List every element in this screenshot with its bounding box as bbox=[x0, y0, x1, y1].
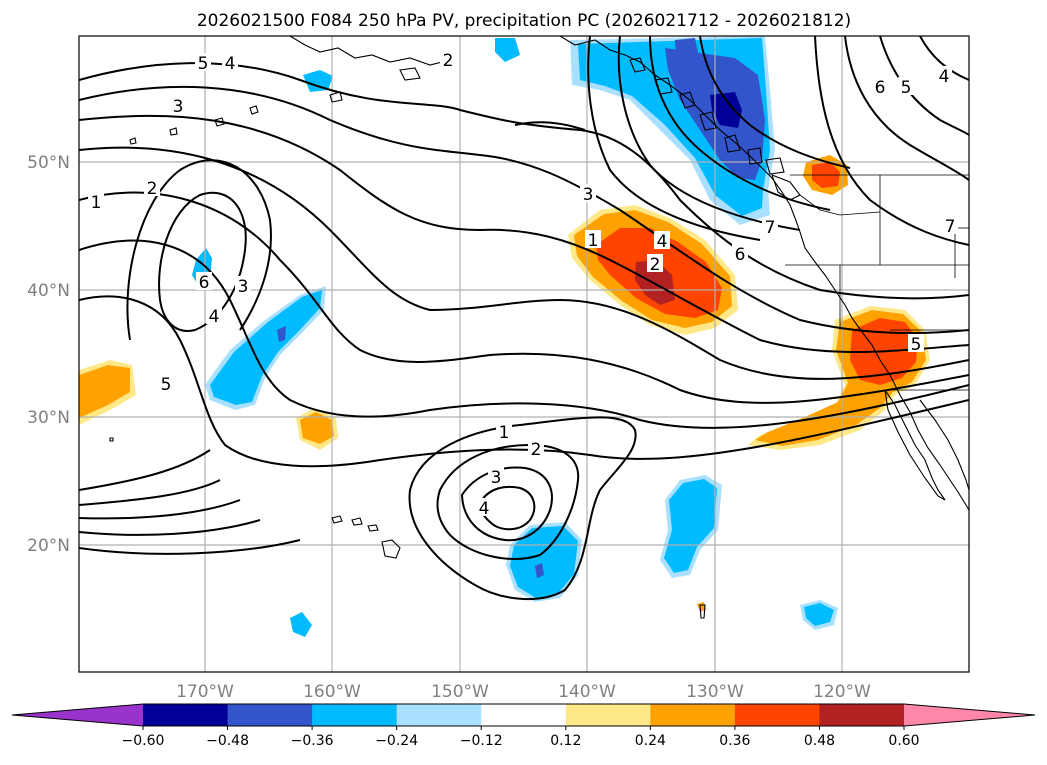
contour-label: 2 bbox=[650, 255, 661, 275]
colorbar-tick-label: 0.36 bbox=[719, 733, 750, 749]
latitude-labels: 50°N 40°N 30°N 20°N bbox=[27, 153, 70, 556]
colorbar-tick-label: −0.12 bbox=[460, 733, 503, 749]
colorbar: −0.60 −0.48 −0.36 −0.24 −0.12 0.12 0.24 0.36 0.4… bbox=[11, 703, 1036, 749]
longitude-labels: 170°W 160°W 150°W 140°W 130°W 120°W bbox=[176, 682, 871, 702]
map-area: 1 2 3 4 1 2 3 4 6 7 5 5 4 3 bbox=[79, 36, 969, 672]
colorbar-tick-label: 0.48 bbox=[804, 733, 835, 749]
contour-label: 3 bbox=[583, 185, 594, 205]
precip-positive-west-edge-mid bbox=[79, 365, 130, 418]
contour-label: 4 bbox=[479, 499, 490, 519]
contour-label-group: 1 2 3 4 1 2 3 4 6 7 5 5 4 3 bbox=[88, 50, 958, 519]
contour-label: 1 bbox=[588, 231, 599, 251]
lat-label-40n: 40°N bbox=[27, 281, 70, 301]
colorbar-tick-label: 0.24 bbox=[635, 733, 666, 749]
precip-positive-30n-mid bbox=[300, 412, 334, 444]
lon-label-130w: 130°W bbox=[686, 682, 744, 702]
lon-label-170w: 170°W bbox=[176, 682, 234, 702]
contour-label: 2 bbox=[531, 440, 542, 460]
contour-label: 4 bbox=[225, 54, 236, 74]
contour-label: 7 bbox=[945, 217, 956, 237]
colorbar-segment bbox=[734, 704, 820, 726]
lon-label-150w: 150°W bbox=[431, 682, 489, 702]
colorbar-segment bbox=[565, 704, 651, 726]
lon-label-120w: 120°W bbox=[813, 682, 871, 702]
contour-label: 5 bbox=[161, 375, 172, 395]
contour-label: 5 bbox=[901, 78, 912, 98]
precip-negative-south2-light bbox=[804, 603, 834, 626]
contour-label: 3 bbox=[491, 468, 502, 488]
colorbar-segment bbox=[650, 704, 736, 726]
colorbar-segment bbox=[312, 704, 398, 726]
colorbar-extend-low bbox=[12, 704, 143, 726]
colorbar-tick-label: −0.24 bbox=[375, 733, 418, 749]
precip-negative-west-mid bbox=[277, 326, 286, 342]
contour-label: 4 bbox=[939, 67, 950, 87]
political-borders bbox=[785, 174, 969, 391]
contour-label: 3 bbox=[238, 277, 249, 297]
precip-negative-pnw-dark bbox=[710, 92, 742, 128]
colorbar-extend-high bbox=[904, 704, 1035, 726]
contour-label: 2 bbox=[147, 179, 158, 199]
precip-negative-north1 bbox=[303, 70, 333, 92]
contour-label: 6 bbox=[735, 245, 746, 265]
colorbar-segment bbox=[481, 704, 567, 726]
colorbar-tick-label: −0.60 bbox=[122, 733, 165, 749]
contour-label: 4 bbox=[657, 232, 668, 252]
colorbar-segment bbox=[227, 704, 313, 726]
colorbar-segment bbox=[819, 704, 905, 726]
coastlines bbox=[109, 36, 969, 619]
colorbar-tick-label: 0.12 bbox=[550, 733, 581, 749]
lat-label-20n: 20°N bbox=[27, 536, 70, 556]
precip-negative-west-light bbox=[210, 290, 322, 405]
contour-label: 5 bbox=[198, 54, 209, 74]
precip-negative-north2 bbox=[495, 38, 520, 62]
precip-shading bbox=[79, 36, 930, 637]
colorbar-tick-label: 0.60 bbox=[888, 733, 919, 749]
contour-label: 6 bbox=[199, 273, 210, 293]
contour-label: 4 bbox=[209, 307, 220, 327]
contour-label: 2 bbox=[443, 51, 454, 71]
lat-label-30n: 30°N bbox=[27, 408, 70, 428]
precip-negative-pnw-blob bbox=[675, 38, 700, 70]
contour-label: 7 bbox=[765, 218, 776, 238]
colorbar-tick-label: −0.36 bbox=[291, 733, 334, 749]
precip-negative-130w-light bbox=[664, 479, 717, 573]
graticule bbox=[79, 36, 969, 672]
colorbar-segment bbox=[143, 704, 229, 726]
precip-negative-south1 bbox=[290, 612, 312, 637]
precip-negative-hawaii-mid bbox=[535, 563, 544, 578]
contour-label: 1 bbox=[91, 193, 102, 213]
colorbar-tick-label: −0.48 bbox=[206, 733, 249, 749]
pv-contours bbox=[79, 36, 969, 601]
contour-label: 5 bbox=[911, 335, 922, 355]
figure-title: 2026021500 F084 250 hPa PV, precipitatio… bbox=[197, 11, 851, 31]
contour-label: 6 bbox=[875, 78, 886, 98]
lat-label-50n: 50°N bbox=[27, 153, 70, 173]
precip-negative-hawaii-light bbox=[510, 526, 578, 598]
colorbar-segment bbox=[396, 704, 482, 726]
precip-positive-central-dark bbox=[635, 260, 675, 305]
contour-label: 1 bbox=[499, 423, 510, 443]
lon-label-140w: 140°W bbox=[558, 682, 616, 702]
lon-label-160w: 160°W bbox=[303, 682, 361, 702]
map-frame bbox=[78, 35, 970, 673]
contour-label: 3 bbox=[173, 97, 184, 117]
